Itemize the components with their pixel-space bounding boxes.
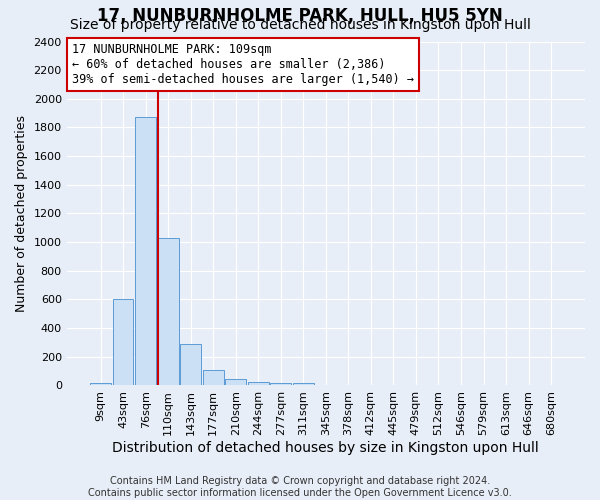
Bar: [203, 370, 224, 386]
Bar: [316, 384, 336, 386]
Text: Contains HM Land Registry data © Crown copyright and database right 2024.
Contai: Contains HM Land Registry data © Crown c…: [88, 476, 512, 498]
Bar: [428, 384, 449, 386]
Bar: [496, 384, 517, 386]
X-axis label: Distribution of detached houses by size in Kingston upon Hull: Distribution of detached houses by size …: [112, 441, 539, 455]
Bar: [338, 384, 359, 386]
Bar: [451, 384, 472, 386]
Text: Size of property relative to detached houses in Kingston upon Hull: Size of property relative to detached ho…: [70, 18, 530, 32]
Text: 17, NUNBURNHOLME PARK, HULL, HU5 5YN: 17, NUNBURNHOLME PARK, HULL, HU5 5YN: [97, 8, 503, 26]
Bar: [473, 384, 494, 386]
Bar: [541, 384, 562, 386]
Bar: [158, 238, 179, 386]
Bar: [90, 382, 111, 386]
Bar: [248, 382, 269, 386]
Bar: [383, 384, 404, 386]
Bar: [406, 384, 426, 386]
Bar: [518, 384, 539, 386]
Text: 17 NUNBURNHOLME PARK: 109sqm
← 60% of detached houses are smaller (2,386)
39% of: 17 NUNBURNHOLME PARK: 109sqm ← 60% of de…: [72, 43, 414, 86]
Bar: [226, 379, 246, 386]
Bar: [361, 384, 381, 386]
Bar: [135, 118, 156, 386]
Bar: [271, 382, 291, 386]
Bar: [113, 300, 133, 386]
Y-axis label: Number of detached properties: Number of detached properties: [15, 115, 28, 312]
Bar: [293, 382, 314, 386]
Bar: [181, 344, 201, 386]
